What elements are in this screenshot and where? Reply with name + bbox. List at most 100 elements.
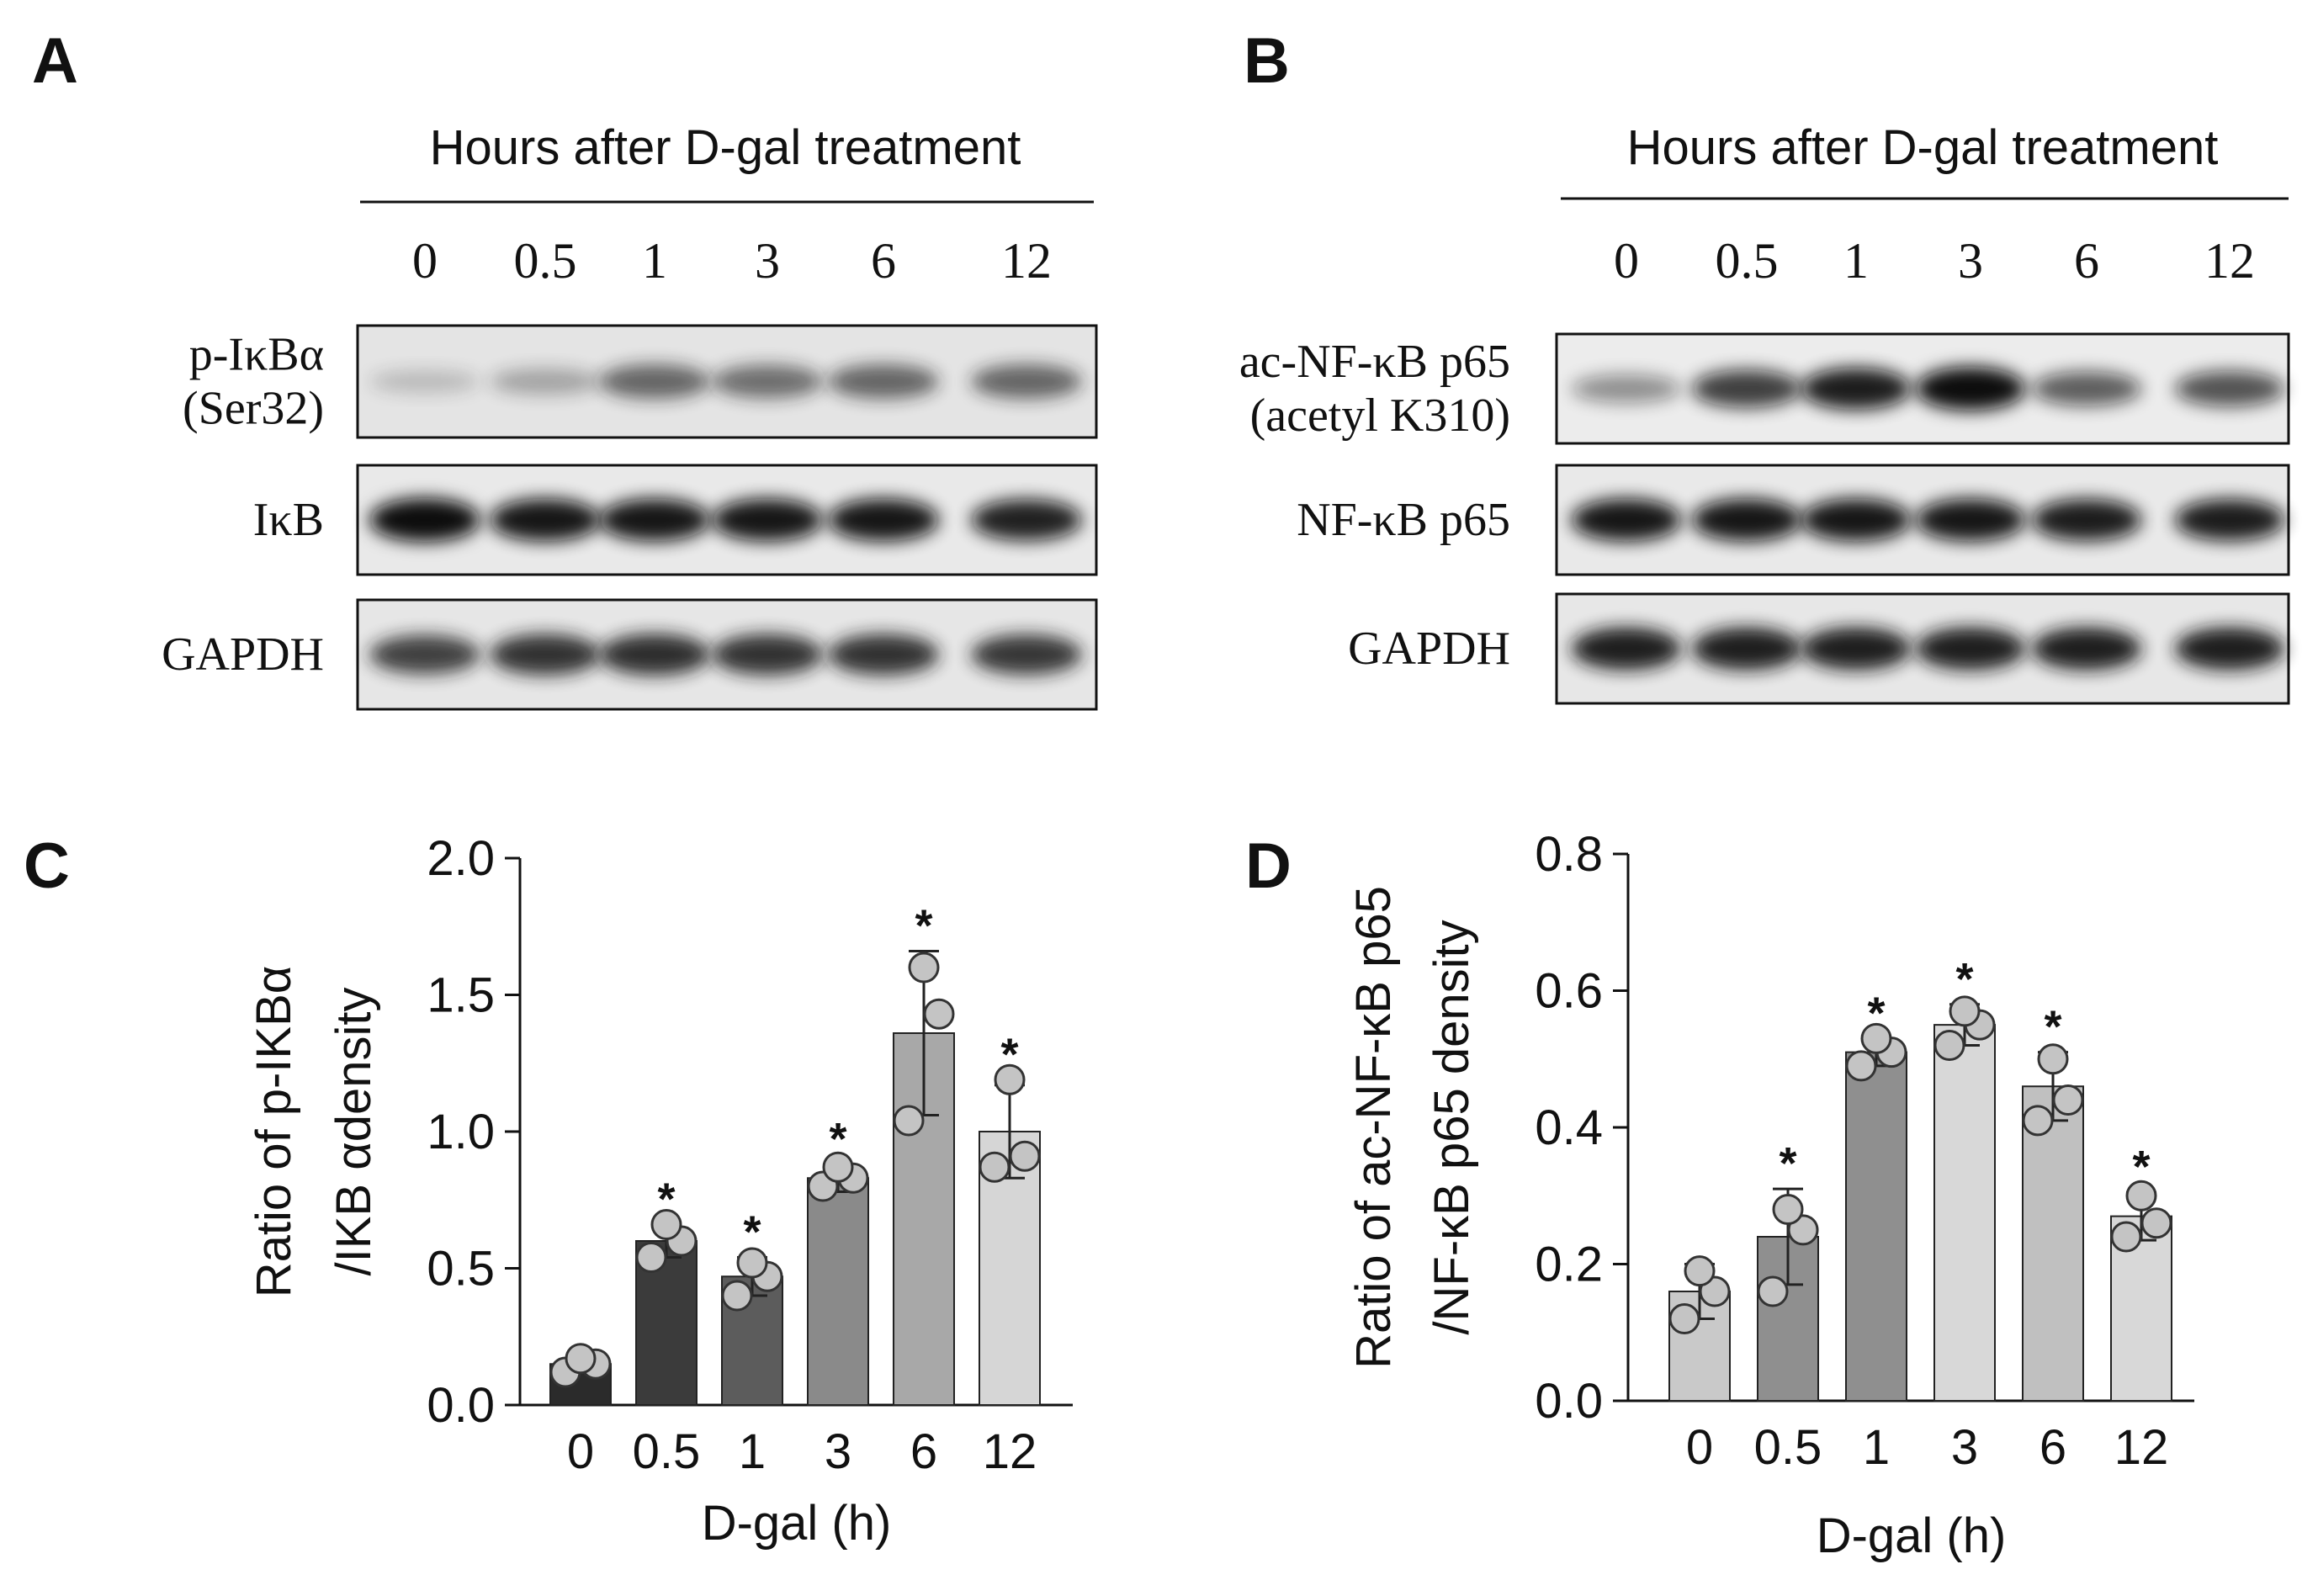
blot-band bbox=[1691, 369, 1802, 408]
blot-band bbox=[1691, 498, 1802, 542]
blot-band bbox=[490, 498, 601, 542]
data-point bbox=[1933, 1030, 1965, 1061]
y-tick-label: 0.0 bbox=[1535, 1374, 1603, 1429]
blot-band bbox=[1801, 627, 1912, 671]
y-tick-label: 1.5 bbox=[427, 968, 495, 1023]
data-point bbox=[565, 1343, 597, 1375]
blot-band bbox=[1571, 627, 1682, 671]
blot-band bbox=[2174, 370, 2285, 407]
blot-strip: p-IκBα(Ser32) bbox=[183, 324, 1098, 439]
blot-label: GAPDH bbox=[1348, 623, 1510, 675]
blot-band bbox=[1571, 498, 1682, 542]
x-tick-label: 6 bbox=[2040, 1420, 2066, 1475]
blot-strip: IκB bbox=[253, 464, 1098, 576]
blot-label: IκB bbox=[253, 494, 324, 546]
blot-strip: NF-κB p65 bbox=[1297, 464, 2290, 576]
blot-band bbox=[712, 634, 823, 676]
significance-star: * bbox=[829, 1114, 846, 1164]
x-tick-label: 0 bbox=[1686, 1420, 1713, 1475]
panel-c-bar-chart: C 0.0 0.5 1.0 1.5 2.0 0 * 0.5 * 1 * 3 * 6 * 12 D-gal (h)… bbox=[24, 830, 1073, 1551]
data-point bbox=[1757, 1275, 1789, 1307]
data-point bbox=[736, 1247, 768, 1279]
blot-band bbox=[1915, 367, 2026, 411]
data-point bbox=[2140, 1207, 2172, 1239]
blot-band bbox=[712, 498, 823, 542]
panel-b-blots: ac-NF-κB p65(acetyl K310) NF-κB p65 GAPDH bbox=[1239, 332, 2290, 705]
lane-label: 12 bbox=[2204, 233, 2255, 289]
data-point bbox=[2110, 1221, 2142, 1253]
blot-band bbox=[1801, 498, 1912, 542]
panel-d-chart: 0.0 0.2 0.4 0.6 0.8 0 * 0.5 * 1 * 3 * 6 * 12 D-gal (h) Ra… bbox=[1346, 827, 2194, 1563]
y-tick-label: 0.0 bbox=[427, 1378, 495, 1433]
data-point bbox=[1699, 1275, 1731, 1307]
significance-star: * bbox=[1779, 1138, 1796, 1189]
y-axis-title: /NF-κB p65 density bbox=[1424, 920, 1479, 1334]
data-point bbox=[1668, 1303, 1700, 1334]
y-tick-label: 0.6 bbox=[1535, 964, 1603, 1019]
significance-star: * bbox=[743, 1207, 761, 1258]
blot-band bbox=[2031, 627, 2142, 671]
x-tick-label: 12 bbox=[983, 1424, 1037, 1479]
blot-strip: GAPDH bbox=[1348, 592, 2290, 705]
panel-b-western-blot: B Hours after D-gal treatment 0 0.5 1 3 6 12 … bbox=[1239, 25, 2290, 705]
data-point bbox=[635, 1242, 667, 1273]
significance-star: * bbox=[1867, 988, 1885, 1038]
lane-label: 3 bbox=[755, 233, 780, 289]
lane-label: 1 bbox=[1843, 233, 1869, 289]
blot-band bbox=[490, 634, 601, 676]
lane-label: 1 bbox=[642, 233, 667, 289]
blot-band bbox=[2174, 499, 2285, 541]
blot-band bbox=[971, 364, 1082, 399]
blot-label: GAPDH bbox=[162, 628, 324, 681]
y-tick-label: 0.4 bbox=[1535, 1100, 1603, 1155]
blot-band bbox=[599, 498, 710, 542]
panel-d-bar-chart: D 0.0 0.2 0.4 0.6 0.8 0 * 0.5 * 1 * 3 * 6 * 12 D-gal (h)… bbox=[1245, 827, 2194, 1563]
data-point bbox=[1949, 995, 1981, 1027]
data-point bbox=[650, 1209, 682, 1240]
data-point bbox=[2052, 1084, 2084, 1116]
panel-letter-d: D bbox=[1245, 830, 1292, 902]
lane-label: 0 bbox=[412, 233, 438, 289]
blot-band bbox=[828, 498, 939, 542]
blot-band bbox=[369, 498, 480, 542]
blot-label: NF-κB p65 bbox=[1297, 494, 1510, 546]
data-point bbox=[1009, 1140, 1041, 1172]
blot-band bbox=[2031, 371, 2142, 406]
significance-star: * bbox=[1000, 1029, 1018, 1079]
significance-star: * bbox=[2132, 1142, 2150, 1192]
panel-letter-b: B bbox=[1244, 25, 1290, 97]
lane-label: 6 bbox=[2074, 233, 2099, 289]
data-point bbox=[2125, 1180, 2157, 1212]
x-tick-label: 1 bbox=[739, 1424, 766, 1479]
data-point bbox=[1684, 1255, 1716, 1287]
bar bbox=[807, 1177, 869, 1406]
blot-band bbox=[1915, 498, 2026, 542]
significance-star: * bbox=[2044, 1002, 2061, 1053]
data-point bbox=[1787, 1214, 1819, 1246]
blot-strip: GAPDH bbox=[162, 598, 1098, 711]
blot-band bbox=[2031, 499, 2142, 541]
y-axis-title: /IKB αdensity bbox=[326, 987, 381, 1275]
x-tick-label: 0 bbox=[567, 1424, 594, 1479]
blot-band bbox=[971, 634, 1082, 675]
blot-band bbox=[369, 369, 480, 394]
panel-a-header: Hours after D-gal treatment bbox=[430, 120, 1021, 175]
y-tick-label: 0.8 bbox=[1535, 827, 1603, 882]
data-point bbox=[994, 1063, 1026, 1095]
blot-strip: ac-NF-κB p65(acetyl K310) bbox=[1239, 332, 2290, 445]
lane-label: 0.5 bbox=[1716, 233, 1779, 289]
panel-b-lane-labels: 0 0.5 1 3 6 12 bbox=[1614, 233, 2255, 289]
lane-label: 12 bbox=[1001, 233, 1052, 289]
panel-c-chart: 0.0 0.5 1.0 1.5 2.0 0 * 0.5 * 1 * 3 * 6 * 12 D-gal (h) Ra… bbox=[247, 831, 1073, 1551]
panel-a-lane-labels: 0 0.5 1 3 6 12 bbox=[412, 233, 1052, 289]
data-point bbox=[2022, 1105, 2054, 1137]
x-tick-label: 0.5 bbox=[633, 1424, 701, 1479]
significance-star: * bbox=[1955, 954, 1973, 1005]
lane-label: 3 bbox=[1958, 233, 1983, 289]
bar bbox=[2022, 1085, 2084, 1402]
panel-letter-a: A bbox=[32, 25, 78, 97]
data-point bbox=[822, 1151, 854, 1183]
blot-band bbox=[712, 364, 823, 399]
blot-band bbox=[828, 634, 939, 676]
x-axis-title: D-gal (h) bbox=[702, 1496, 892, 1551]
